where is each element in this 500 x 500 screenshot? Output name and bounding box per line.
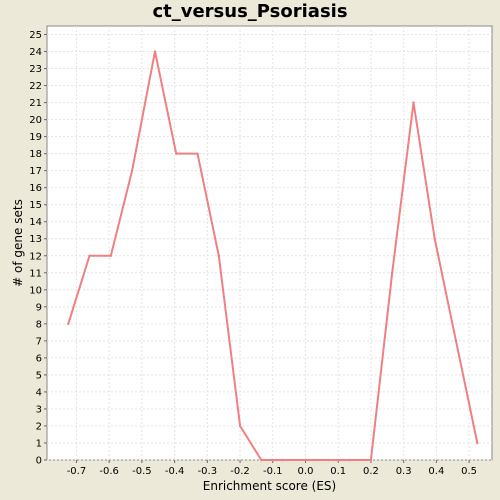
data-point (175, 152, 178, 155)
y-tick-label: 19 (29, 132, 42, 143)
y-tick-label: 8 (36, 319, 42, 330)
data-point (67, 322, 70, 326)
data-point (348, 458, 351, 462)
data-points (67, 50, 479, 462)
data-point (217, 254, 220, 257)
x-tick-label: 0.4 (428, 466, 444, 477)
data-point (304, 458, 307, 462)
data-point (327, 458, 330, 462)
y-tick-label: 9 (36, 302, 42, 313)
x-tick-label: -0.6 (99, 466, 119, 477)
y-tick-label: 11 (29, 268, 42, 279)
y-tick-label: 14 (29, 217, 42, 228)
y-tick-label: 5 (36, 370, 42, 381)
x-tick-label: -0.1 (263, 466, 283, 477)
y-tick-label: 2 (36, 421, 42, 432)
data-point (412, 101, 415, 104)
plot-area (46, 25, 493, 461)
y-tick-label: 13 (29, 234, 42, 245)
data-point (153, 50, 157, 53)
data-point (433, 237, 436, 240)
x-tick-label: 0.5 (461, 466, 477, 477)
y-tick-label: 18 (29, 149, 42, 160)
y-tick-label: 7 (36, 336, 42, 347)
y-tick-label: 24 (29, 47, 42, 58)
y-tick-label: 21 (29, 98, 42, 109)
y-axis: 0123456789101112131415161718192021222324… (29, 30, 47, 467)
y-axis-label: # of gene sets (11, 199, 25, 287)
data-point (130, 169, 134, 172)
y-tick-label: 10 (29, 285, 42, 296)
y-tick-label: 12 (29, 251, 42, 262)
y-tick-label: 17 (29, 166, 42, 177)
data-point (109, 254, 113, 257)
data-point (454, 339, 458, 343)
x-axis-label: Enrichment score (ES) (203, 479, 336, 493)
x-tick-label: -0.7 (67, 466, 87, 477)
data-point (281, 458, 284, 462)
chart-title: ct_versus_Psoriasis (152, 1, 348, 22)
y-tick-label: 6 (36, 353, 42, 364)
data-point (369, 458, 373, 462)
y-tick-label: 3 (36, 404, 42, 415)
data-point (196, 152, 199, 155)
y-tick-label: 20 (29, 115, 42, 126)
data-point (476, 441, 479, 445)
x-tick-label: 0.1 (330, 466, 346, 477)
x-tick-label: -0.2 (230, 466, 250, 477)
x-tick-label: 0.3 (396, 466, 412, 477)
y-tick-label: 0 (36, 456, 42, 467)
y-tick-label: 22 (29, 81, 42, 92)
data-point (391, 271, 394, 274)
y-tick-label: 1 (36, 438, 42, 449)
series-line (67, 50, 479, 461)
y-tick-label: 25 (29, 30, 42, 41)
y-tick-label: 16 (29, 183, 42, 194)
x-tick-label: -0.4 (165, 466, 185, 477)
y-tick-label: 15 (29, 200, 42, 211)
y-tick-label: 4 (36, 387, 42, 398)
x-tick-label: 0.2 (363, 466, 379, 477)
x-axis: -0.7 -0.6 -0.5 -0.4 -0.3 -0.2 -0.1 0.0 0.1 0.2 0.3… (67, 460, 477, 477)
data-point (238, 424, 242, 428)
y-tick-label: 23 (29, 64, 42, 75)
x-tick-label: -0.3 (198, 466, 218, 477)
data-point (260, 458, 263, 462)
data-point (88, 254, 91, 257)
x-tick-label: -0.5 (132, 466, 152, 477)
x-tick-label: 0.0 (298, 466, 314, 477)
